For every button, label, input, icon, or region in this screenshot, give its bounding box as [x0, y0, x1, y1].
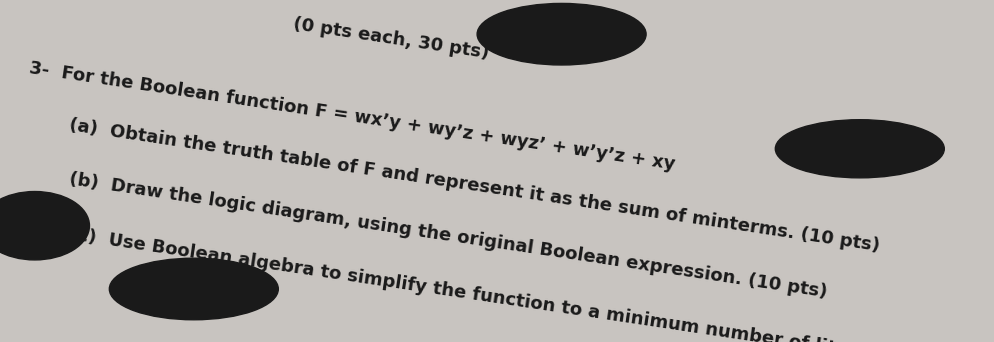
Text: (b)  Draw the logic diagram, using the original Boolean expression. (10 pts): (b) Draw the logic diagram, using the or… — [69, 171, 829, 302]
Text: (c)  Use Boolean algebra to simplify the function to a minimum number of literal: (c) Use Boolean algebra to simplify the … — [69, 225, 932, 342]
Ellipse shape — [477, 3, 646, 65]
Text: pts): pts) — [113, 280, 156, 304]
Ellipse shape — [0, 192, 89, 260]
Text: 3-  For the Boolean function F = wx’y + wy’z + wyz’ + w’y’z + xy: 3- For the Boolean function F = wx’y + w… — [29, 60, 677, 174]
Text: (0 pts each, 30 pts): (0 pts each, 30 pts) — [292, 15, 490, 62]
Text: (a)  Obtain the truth table of F and represent it as the sum of minterms. (10 pt: (a) Obtain the truth table of F and repr… — [69, 116, 881, 255]
Ellipse shape — [109, 258, 278, 320]
Ellipse shape — [775, 120, 944, 178]
